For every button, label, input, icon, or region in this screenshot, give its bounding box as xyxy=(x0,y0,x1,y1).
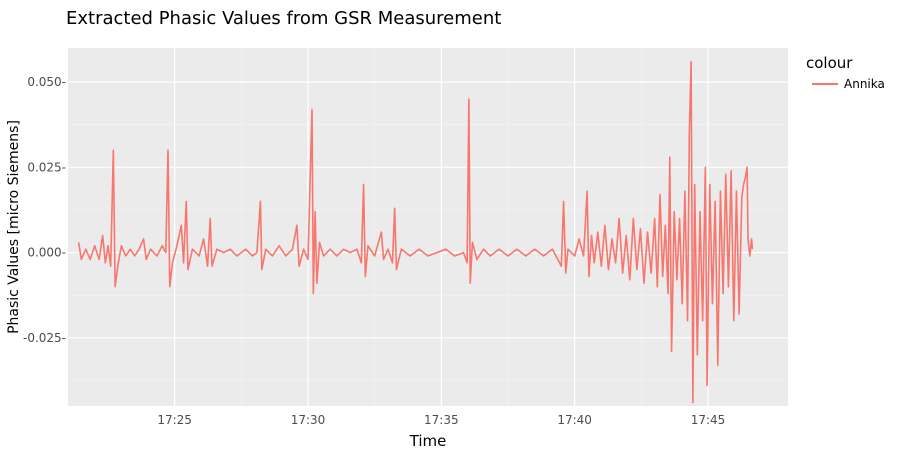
x-tick-label: 17:40 xyxy=(557,413,592,427)
x-axis-ticks: 17:25 17:30 17:35 17:40 17:45 xyxy=(157,413,725,427)
y-tick-label: 0.000- xyxy=(27,246,66,260)
series-line-annika xyxy=(77,60,754,404)
legend-title: colour xyxy=(806,54,853,72)
legend: colour Annika xyxy=(806,54,885,91)
x-tick-label: 17:45 xyxy=(691,413,726,427)
series-layer xyxy=(77,60,754,404)
y-tick-label: 0.025- xyxy=(27,160,66,174)
x-axis-label: Time xyxy=(409,432,447,450)
x-tick-label: 17:25 xyxy=(157,413,192,427)
chart-title: Extracted Phasic Values from GSR Measure… xyxy=(66,8,501,29)
y-tick-label: -0.025- xyxy=(23,331,66,345)
legend-label-annika: Annika xyxy=(844,77,885,91)
x-tick-label: 17:35 xyxy=(424,413,459,427)
y-axis-label: Phasic Values [micro Siemens] xyxy=(6,120,22,334)
plot-panel xyxy=(68,48,788,406)
y-tick-label: 0.050- xyxy=(27,75,66,89)
minor-gridlines xyxy=(68,48,788,406)
x-tick-label: 17:30 xyxy=(291,413,326,427)
y-axis-ticks: 0.050- 0.025- 0.000- -0.025- xyxy=(23,75,66,345)
